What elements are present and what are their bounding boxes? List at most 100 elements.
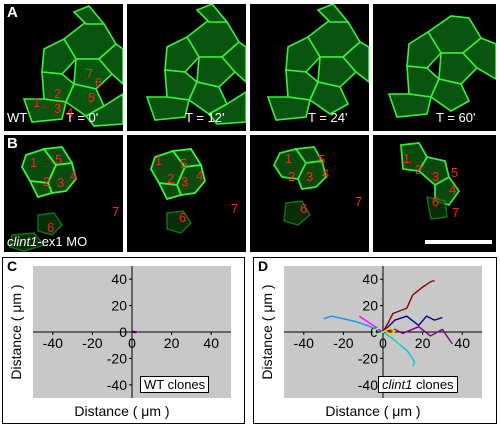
trajectory-line-2 <box>131 330 137 333</box>
x-tick-label: 40 <box>454 335 470 351</box>
time-label-0: T = 0' <box>66 110 99 125</box>
cell-label-a-7: 7 <box>86 66 94 81</box>
cell-label-a-5: 5 <box>88 90 96 105</box>
panel-b-frame-4 <box>373 135 496 252</box>
cell-label-b-6: 6 <box>47 220 55 235</box>
cell-membrane-image <box>150 148 206 234</box>
cell-label-b2-2: 2 <box>167 171 175 186</box>
y-tick-label: 40 <box>111 271 127 287</box>
panel-d-label: D <box>258 258 269 274</box>
x-tick-label: 0 <box>128 335 136 351</box>
y-tick-label: -40 <box>358 377 378 393</box>
cell-label-b3-6: 6 <box>300 201 308 216</box>
cell-membrane-image <box>387 15 496 118</box>
cell-membrane-image <box>400 142 461 220</box>
cell-label-b4-2: 2 <box>415 162 423 177</box>
cell-label-b2-1: 1 <box>155 153 163 168</box>
cell-label-b2-5: 5 <box>180 156 188 171</box>
cell-label-b4-1: 1 <box>403 151 411 166</box>
panel-c-label: C <box>7 258 18 274</box>
cell-label-a-2: 2 <box>54 86 62 101</box>
cell-label-b4-5: 5 <box>451 165 459 180</box>
x-axis-title: Distance ( μm ) <box>74 403 169 419</box>
cell-label-b-3: 3 <box>57 175 65 190</box>
trajectory-line-3 <box>323 315 384 333</box>
trajectory-line-5 <box>358 315 384 333</box>
panel-a-label: A <box>7 4 18 21</box>
y-tick-label: 0 <box>119 324 127 340</box>
trajectory-line-1 <box>382 315 443 333</box>
panel-b-frame-2 <box>127 135 246 252</box>
x-tick-label: 40 <box>203 335 219 351</box>
panel-a-frame-1 <box>4 4 123 131</box>
cell-label-a-4: 4 <box>66 105 74 120</box>
cell-label-a-6: 6 <box>95 75 103 90</box>
legend-wt-clones: WT clones <box>140 376 210 393</box>
panel-b-frame-1 <box>4 135 123 252</box>
cell-label-b-5: 5 <box>55 152 63 167</box>
y-tick-label: 40 <box>362 271 378 287</box>
scale-bar <box>425 240 492 244</box>
trajectory-line-2 <box>382 325 453 345</box>
panel-d-plot: -40 -20 0 20 40 40 20 0 -20 -40 Distance ( μm ) Dis… <box>253 257 497 424</box>
y-axis-title: Distance ( μm ) <box>259 284 275 379</box>
morpholino-suffix: -ex1 MO <box>37 234 88 249</box>
panel-b-frame-3 <box>250 135 369 252</box>
cell-label-b2-6: 6 <box>179 210 187 225</box>
cell-label-b4-4: 4 <box>449 182 457 197</box>
cell-label-a-3: 3 <box>54 101 62 116</box>
y-tick-label: -20 <box>358 350 378 366</box>
time-label-60: T = 60' <box>436 110 476 125</box>
x-tick-label: 20 <box>415 335 431 351</box>
cell-membrane-image <box>266 4 369 121</box>
x-axis-title: Distance ( μm ) <box>325 403 420 419</box>
cell-label-b3-4: 4 <box>322 166 330 181</box>
x-tick-label: 0 <box>379 335 387 351</box>
trajectory-line-6 <box>382 327 397 336</box>
cell-label-b3-7: 7 <box>355 194 363 209</box>
y-tick-label: -20 <box>107 350 127 366</box>
genotype-label: WT <box>7 110 28 125</box>
x-tick-label: 20 <box>164 335 180 351</box>
panel-a-frame-2 <box>127 4 246 131</box>
cell-label-b-2: 2 <box>43 174 51 189</box>
cell-label-b-1: 1 <box>30 155 38 170</box>
y-axis-title: Distance ( μm ) <box>8 284 24 379</box>
cell-label-b2-4: 4 <box>196 168 204 183</box>
cell-label-b3-3: 3 <box>306 169 314 184</box>
y-tick-label: -40 <box>107 377 127 393</box>
panel-b-label: B <box>7 135 18 152</box>
panel-a-frame-4 <box>373 4 496 131</box>
cell-label-b3-5: 5 <box>318 152 326 167</box>
cell-membrane-image <box>145 4 246 125</box>
time-label-12: T = 12' <box>185 110 225 125</box>
cell-label-a-1: 1 <box>33 95 41 110</box>
trajectory-line-0 <box>382 279 435 333</box>
x-tick-label: -40 <box>294 335 314 351</box>
legend-gene: clint1 <box>382 377 413 392</box>
cell-label-b-4: 4 <box>70 168 78 183</box>
morpholino-gene: clint1 <box>7 234 38 249</box>
trajectory-line-7 <box>371 327 384 336</box>
y-tick-label: 20 <box>111 298 127 314</box>
x-tick-label: -40 <box>43 335 63 351</box>
cell-label-b-7: 7 <box>112 204 120 219</box>
legend-suffix: clones <box>412 377 454 392</box>
morpholino-label: clint1-ex1 MO <box>7 234 87 249</box>
x-tick-label: -20 <box>333 335 353 351</box>
cell-label-b2-3: 3 <box>181 174 189 189</box>
x-tick-label: -20 <box>82 335 102 351</box>
time-label-24: T = 24' <box>308 110 348 125</box>
cell-label-b4-6: 6 <box>432 194 440 209</box>
cell-label-b4-7: 7 <box>452 205 460 220</box>
panel-a-frame-3 <box>250 4 369 131</box>
cell-membrane-image <box>9 146 77 252</box>
trajectory-line-4 <box>382 331 416 367</box>
cell-label-b3-2: 2 <box>288 169 296 184</box>
cell-label-b2-7: 7 <box>231 201 239 216</box>
panel-c-plot: -40 -20 0 20 40 40 20 0 -20 -40 Distance ( μm ) Dis… <box>2 257 245 424</box>
cell-membrane-image <box>272 146 327 226</box>
legend-clint1-clones: clint1 clones <box>378 376 458 393</box>
